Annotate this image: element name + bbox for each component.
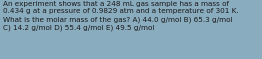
Text: An experiment shows that a 248 mL gas sample has a mass of
0.434 g at a pressure: An experiment shows that a 248 mL gas sa… [3,1,239,31]
